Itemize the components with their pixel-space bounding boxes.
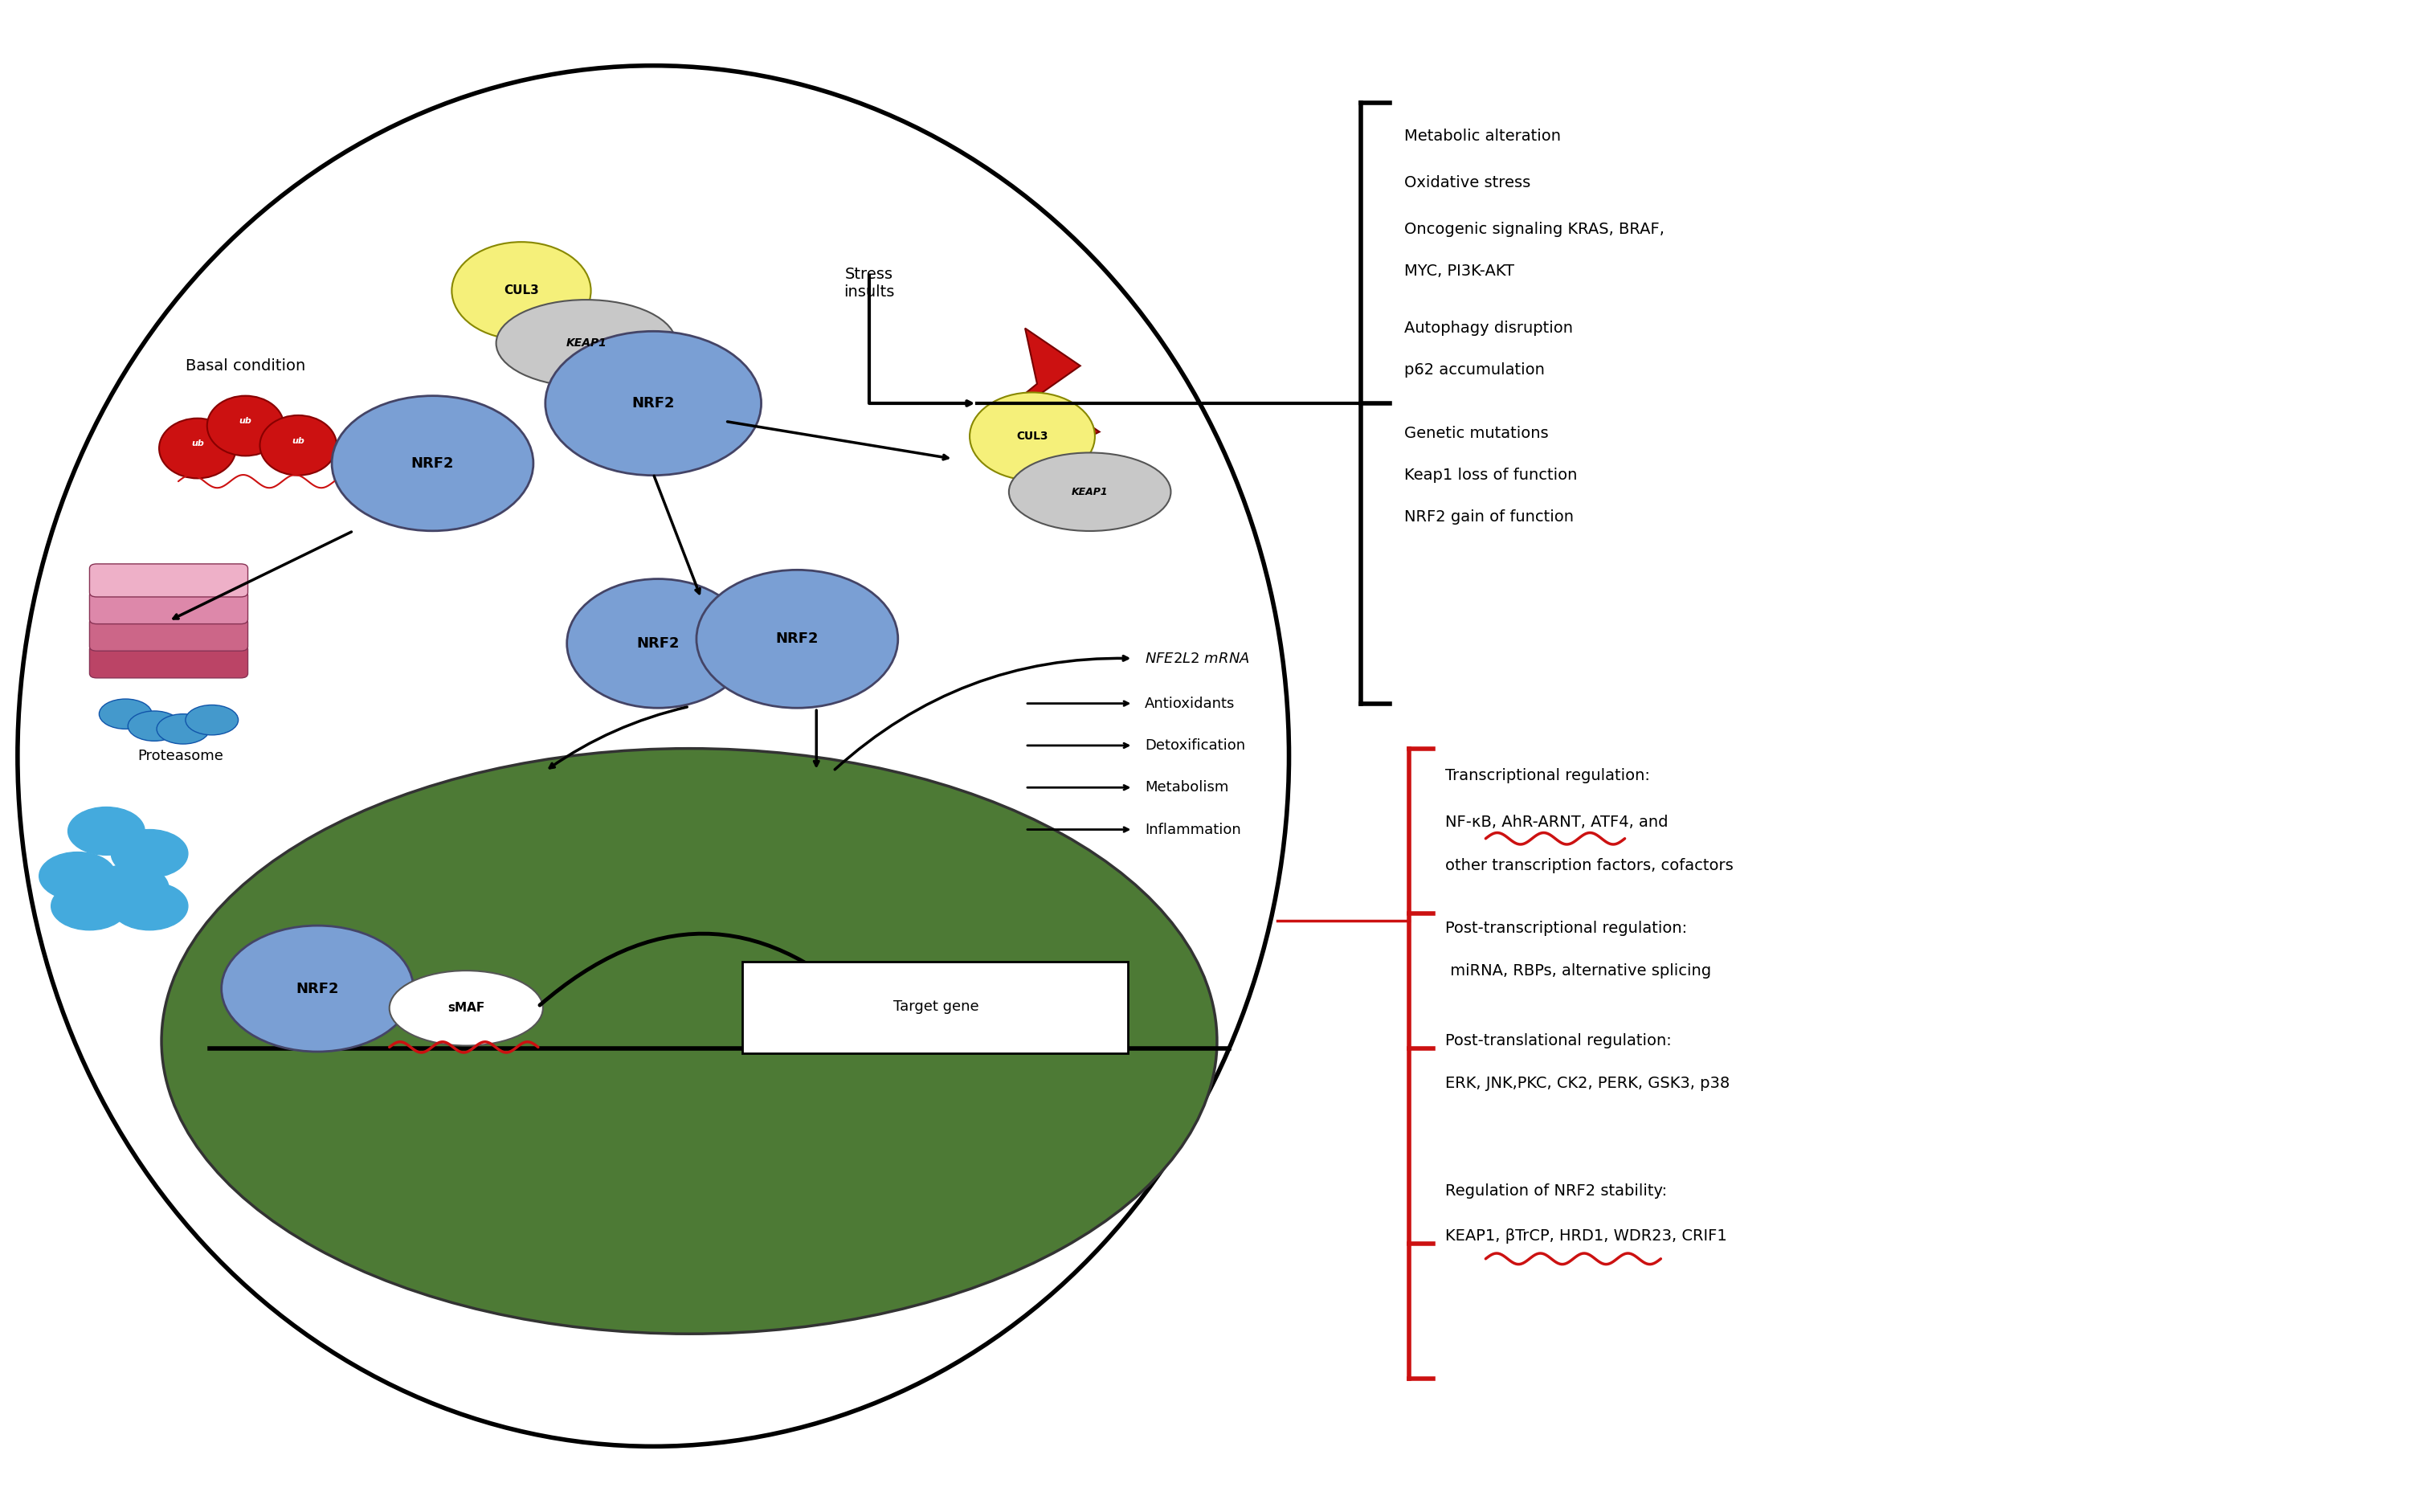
Text: p62 accumulation: p62 accumulation xyxy=(1405,363,1545,378)
Text: NRF2: NRF2 xyxy=(776,632,819,646)
Text: miRNA, RBPs, alternative splicing: miRNA, RBPs, alternative splicing xyxy=(1446,963,1711,978)
FancyBboxPatch shape xyxy=(89,618,248,652)
Text: ub: ub xyxy=(190,440,205,448)
Ellipse shape xyxy=(157,714,210,744)
Ellipse shape xyxy=(1010,452,1171,531)
Text: CUL3: CUL3 xyxy=(1017,431,1048,442)
Text: Target gene: Target gene xyxy=(894,999,978,1015)
Circle shape xyxy=(51,881,128,930)
Ellipse shape xyxy=(222,925,415,1052)
Text: ub: ub xyxy=(292,437,304,445)
Ellipse shape xyxy=(128,711,181,741)
Text: Keap1 loss of function: Keap1 loss of function xyxy=(1405,467,1576,482)
Text: NRF2: NRF2 xyxy=(631,396,675,411)
Ellipse shape xyxy=(969,393,1094,481)
Ellipse shape xyxy=(566,579,750,708)
Text: Post-translational regulation:: Post-translational regulation: xyxy=(1446,1034,1670,1049)
Text: NRF2: NRF2 xyxy=(636,637,680,650)
Text: NF-κB, AhR-ARNT, ATF4, and: NF-κB, AhR-ARNT, ATF4, and xyxy=(1446,815,1668,830)
Ellipse shape xyxy=(186,705,239,735)
Text: Metabolic alteration: Metabolic alteration xyxy=(1405,129,1562,144)
Text: Antioxidants: Antioxidants xyxy=(1145,696,1236,711)
Text: NRF2 gain of function: NRF2 gain of function xyxy=(1405,510,1574,525)
Ellipse shape xyxy=(451,242,590,340)
Ellipse shape xyxy=(260,416,337,475)
FancyBboxPatch shape xyxy=(89,564,248,597)
Ellipse shape xyxy=(496,299,677,387)
Text: Regulation of NRF2 stability:: Regulation of NRF2 stability: xyxy=(1446,1184,1668,1199)
Ellipse shape xyxy=(161,748,1217,1334)
Circle shape xyxy=(67,807,145,856)
Text: NRF2: NRF2 xyxy=(412,457,453,470)
Text: KEAP1: KEAP1 xyxy=(1072,487,1109,497)
Circle shape xyxy=(111,830,188,877)
Ellipse shape xyxy=(696,570,899,708)
Text: Proteasome: Proteasome xyxy=(137,748,224,764)
Text: MYC, PI3K-AKT: MYC, PI3K-AKT xyxy=(1405,263,1513,278)
Text: Detoxification: Detoxification xyxy=(1145,738,1246,753)
Ellipse shape xyxy=(17,65,1289,1447)
Text: NRF2: NRF2 xyxy=(296,981,340,996)
FancyBboxPatch shape xyxy=(89,591,248,624)
FancyBboxPatch shape xyxy=(742,962,1128,1054)
Text: ub: ub xyxy=(239,417,251,425)
Circle shape xyxy=(39,853,116,900)
Ellipse shape xyxy=(390,971,542,1046)
Ellipse shape xyxy=(159,419,236,478)
Text: Stress
insults: Stress insults xyxy=(844,266,894,299)
FancyBboxPatch shape xyxy=(89,646,248,677)
Ellipse shape xyxy=(545,331,762,475)
Text: Genetic mutations: Genetic mutations xyxy=(1405,426,1547,442)
Text: Metabolism: Metabolism xyxy=(1145,780,1229,795)
Text: Oncogenic signaling KRAS, BRAF,: Oncogenic signaling KRAS, BRAF, xyxy=(1405,222,1665,237)
Circle shape xyxy=(111,881,188,930)
Text: KEAP1: KEAP1 xyxy=(566,337,607,349)
Text: Oxidative stress: Oxidative stress xyxy=(1405,175,1530,191)
Polygon shape xyxy=(988,328,1099,458)
Text: $\mathit{NFE2L2\ mRNA}$: $\mathit{NFE2L2\ mRNA}$ xyxy=(1145,652,1251,665)
Circle shape xyxy=(92,863,169,912)
Text: Post-transcriptional regulation:: Post-transcriptional regulation: xyxy=(1446,921,1687,936)
Text: Inflammation: Inflammation xyxy=(1145,823,1241,836)
Text: other transcription factors, cofactors: other transcription factors, cofactors xyxy=(1446,857,1733,874)
Ellipse shape xyxy=(207,396,284,455)
Text: Autophagy disruption: Autophagy disruption xyxy=(1405,321,1574,336)
Text: Transcriptional regulation:: Transcriptional regulation: xyxy=(1446,768,1648,783)
Text: Basal condition: Basal condition xyxy=(186,358,306,373)
Text: ERK, JNK,PKC, CK2, PERK, GSK3, p38: ERK, JNK,PKC, CK2, PERK, GSK3, p38 xyxy=(1446,1075,1730,1090)
Ellipse shape xyxy=(99,699,152,729)
Ellipse shape xyxy=(333,396,533,531)
Text: KEAP1, βTrCP, HRD1, WDR23, CRIF1: KEAP1, βTrCP, HRD1, WDR23, CRIF1 xyxy=(1446,1229,1726,1244)
Text: sMAF: sMAF xyxy=(448,1002,484,1015)
Text: CUL3: CUL3 xyxy=(504,284,540,296)
